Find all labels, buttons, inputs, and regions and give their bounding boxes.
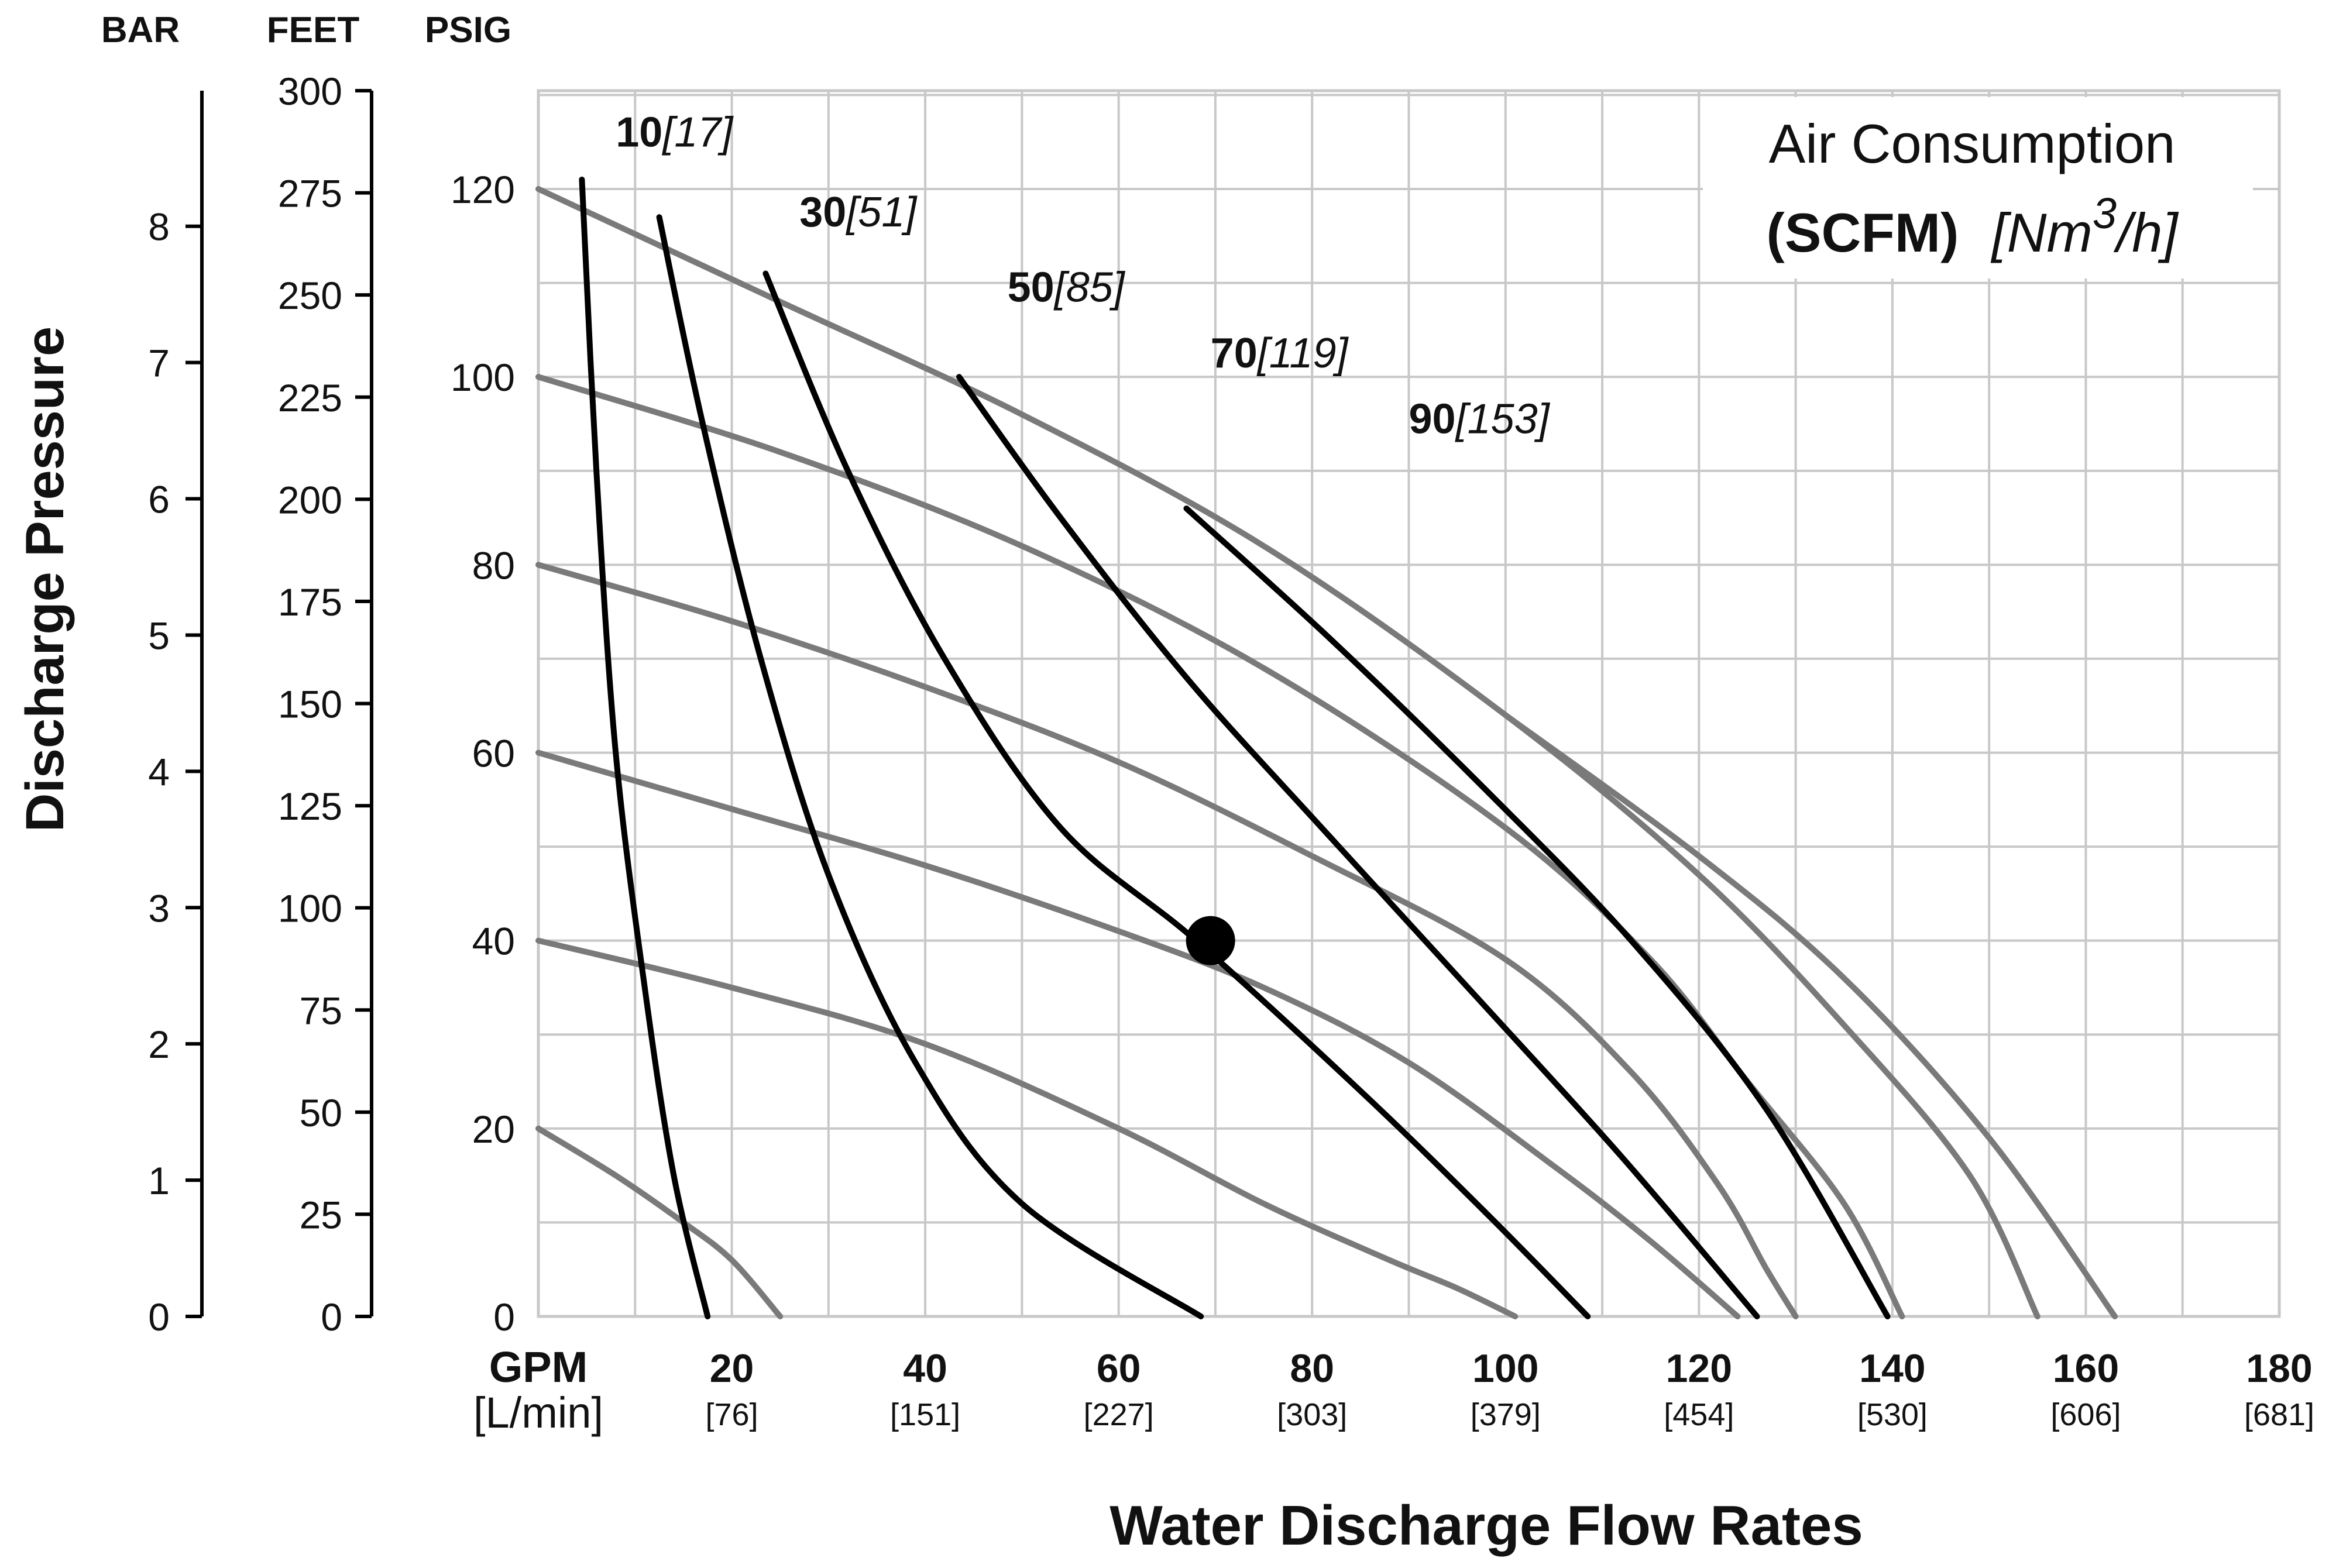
psig-tick-label: 60 — [472, 732, 515, 775]
legend-background — [1703, 97, 2253, 278]
air-curve-label-1: 10[17] — [616, 109, 734, 156]
feet-tick-label: 250 — [278, 274, 342, 317]
axes: 0204060801001200255075100125150175200225… — [148, 70, 515, 1339]
pressure-curve-tail-1 — [1502, 712, 2118, 1319]
legend-nm3-b: /h] — [2113, 202, 2179, 263]
operating-point-marker — [1186, 916, 1235, 965]
air-curve-label-5: 90[153] — [1409, 396, 1551, 443]
air-curve-scfm: 90 — [1409, 396, 1456, 443]
x-tick-label: 140 — [1859, 1346, 1925, 1391]
air-curve-label-3: 50[85] — [1008, 264, 1126, 311]
bar-tick-label: 7 — [148, 342, 170, 385]
x-axis-title: Water Discharge Flow Rates — [1109, 1494, 1863, 1557]
legend-nm3-a: [Nm — [1991, 202, 2093, 263]
feet-tick-label: 275 — [278, 172, 342, 215]
bar-tick-label: 8 — [148, 205, 170, 249]
air-curve-scfm: 70 — [1211, 330, 1258, 377]
feet-tick-label: 225 — [278, 376, 342, 419]
x-tick-alt-label: [227] — [1084, 1397, 1154, 1432]
pressure-curve-6 — [535, 186, 2041, 1319]
air-consumption-curves — [579, 176, 1891, 1319]
x-tick-alt-label: [530] — [1857, 1397, 1928, 1432]
feet-axis-title: FEET — [267, 10, 360, 50]
air-curve-2 — [656, 214, 1204, 1319]
air-curve-1 — [579, 176, 711, 1319]
legend-units: (SCFM) [Nm3/h] — [1766, 189, 2179, 263]
air-curve-nm3h: [119] — [1256, 330, 1349, 377]
legend-scfm: (SCFM) — [1766, 202, 1959, 263]
x-tick-label: 20 — [710, 1346, 754, 1391]
pressure-curve-4 — [535, 562, 1799, 1319]
bar-tick-label: 5 — [148, 614, 170, 657]
bar-tick-label: 6 — [148, 478, 170, 521]
feet-tick-label: 175 — [278, 580, 342, 624]
psig-tick-label: 120 — [451, 168, 515, 211]
psig-tick-label: 40 — [472, 920, 515, 963]
bar-tick-label: 0 — [148, 1295, 170, 1339]
x-tick-alt-label: [379] — [1471, 1397, 1541, 1432]
y-axis-title: Discharge Pressure — [15, 326, 75, 832]
x-tick-alt-label: [454] — [1664, 1397, 1734, 1432]
air-curve-nm3h: [51] — [845, 189, 918, 236]
pressure-curve-2 — [535, 937, 1519, 1319]
bar-tick-label: 3 — [148, 886, 170, 930]
psig-tick-label: 80 — [472, 544, 515, 587]
x-tick-label: 120 — [1666, 1346, 1732, 1391]
pressure-curves — [535, 186, 2118, 1319]
air-curve-3 — [762, 270, 1591, 1319]
grid — [537, 89, 2281, 1318]
pressure-curve-5 — [535, 374, 1905, 1319]
psig-axis-title: PSIG — [425, 10, 511, 50]
x-tick-label: 80 — [1290, 1346, 1334, 1391]
air-curve-4 — [956, 374, 1760, 1319]
air-curve-5 — [1183, 506, 1891, 1319]
x-tick-alt-label: [303] — [1277, 1397, 1347, 1432]
bar-tick-label: 4 — [148, 750, 170, 793]
legend-title: Air Consumption — [1769, 113, 2176, 174]
feet-tick-label: 150 — [278, 683, 342, 726]
x-tick-alt-label: [681] — [2244, 1397, 2314, 1432]
bar-tick-label: 2 — [148, 1023, 170, 1066]
psig-tick-label: 20 — [472, 1108, 515, 1151]
air-curve-scfm: 30 — [799, 189, 846, 236]
x-tick-alt-label: [76] — [706, 1397, 758, 1432]
air-curve-label-4: 70[119] — [1211, 330, 1349, 377]
x-tick-label: 60 — [1097, 1346, 1141, 1391]
x-tick-label: 180 — [2246, 1346, 2312, 1391]
feet-tick-label: 25 — [300, 1193, 342, 1236]
air-curve-scfm: 50 — [1008, 264, 1054, 311]
x-tick-label: 160 — [2053, 1346, 2119, 1391]
x-tick-label: 40 — [903, 1346, 947, 1391]
feet-tick-label: 125 — [278, 785, 342, 828]
feet-tick-label: 75 — [300, 989, 342, 1032]
x-tick-label: 100 — [1472, 1346, 1538, 1391]
air-curve-scfm: 10 — [616, 109, 662, 156]
air-curve-label-2: 30[51] — [799, 189, 918, 236]
legend-superscript: 3 — [2093, 189, 2117, 238]
feet-tick-label: 200 — [278, 478, 342, 521]
feet-tick-label: 300 — [278, 70, 342, 113]
plot-border — [537, 89, 2281, 1318]
feet-tick-label: 100 — [278, 887, 342, 930]
air-curve-nm3h: [153] — [1455, 396, 1551, 443]
legend: Air Consumption (SCFM) [Nm3/h] — [1703, 97, 2253, 278]
bar-tick-label: 1 — [148, 1159, 170, 1202]
psig-tick-label: 100 — [451, 356, 515, 399]
feet-tick-label: 50 — [300, 1091, 342, 1134]
feet-tick-label: 0 — [321, 1295, 342, 1339]
x-unit-label: GPM — [489, 1343, 588, 1391]
psig-tick-label: 0 — [493, 1295, 515, 1339]
bar-axis-title: BAR — [101, 10, 180, 50]
labels: 10[17] 30[51] 50[85] 70[119] 90[153] 20 [76] 40… — [616, 109, 2314, 1432]
air-curve-nm3h: [85] — [1053, 264, 1126, 311]
x-tick-alt-label: [606] — [2050, 1397, 2121, 1432]
air-curve-nm3h: [17] — [661, 109, 734, 156]
x-tick-alt-label: [151] — [890, 1397, 960, 1432]
x-alt-unit-label: [L/min] — [473, 1388, 603, 1437]
